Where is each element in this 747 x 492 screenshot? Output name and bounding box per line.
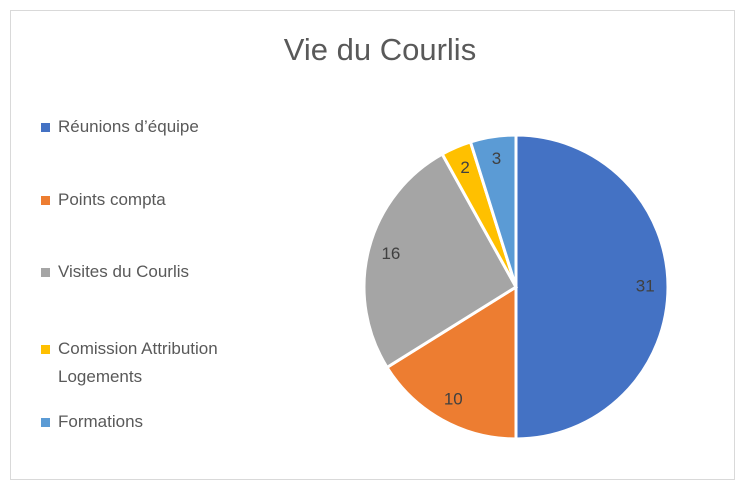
legend-label: Formations [58, 412, 144, 431]
pie-slice [362, 152, 519, 370]
data-label: 10 [444, 389, 463, 408]
legend-swatch [41, 418, 50, 427]
legend-label: Points compta [58, 190, 166, 209]
legend-label: Visites du Courlis [58, 262, 190, 281]
legend-swatch [41, 268, 50, 277]
legend-item: Points compta [41, 186, 298, 214]
legend-item: Réunions d’équipe [41, 113, 298, 141]
data-label: 31 [636, 276, 655, 295]
data-label: 2 [460, 158, 469, 177]
data-label: 3 [492, 149, 501, 168]
chart-frame [10, 10, 735, 480]
legend-swatch [41, 196, 50, 205]
legend-swatch [41, 345, 50, 354]
chart-title: Vie du Courlis [283, 32, 477, 67]
legend-swatch [41, 123, 50, 132]
pie-slice [384, 284, 518, 441]
data-label: 16 [381, 244, 400, 263]
legend-item: Comission Attribution Logements [41, 335, 298, 391]
pie-slice [468, 133, 518, 288]
legend-item: Formations [41, 408, 298, 436]
legend-label: Comission Attribution Logements [58, 339, 218, 386]
pie-slice [514, 133, 670, 441]
legend-label: Réunions d’équipe [58, 117, 199, 136]
legend-item: Visites du Courlis [41, 258, 298, 286]
